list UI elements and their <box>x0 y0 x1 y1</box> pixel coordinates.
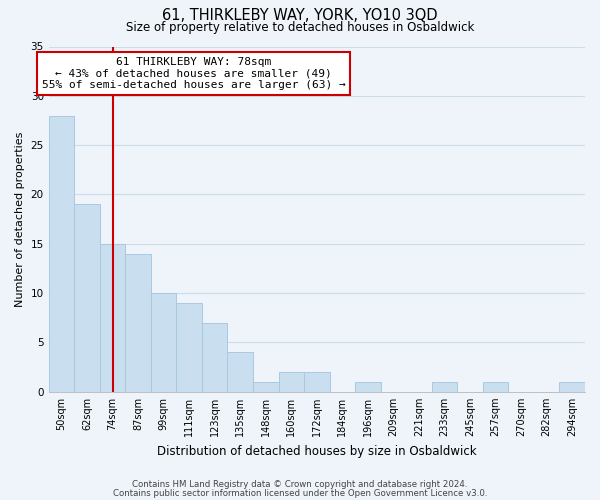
Bar <box>202 322 227 392</box>
Bar <box>74 204 100 392</box>
Bar <box>483 382 508 392</box>
Bar <box>227 352 253 392</box>
Bar <box>100 244 125 392</box>
X-axis label: Distribution of detached houses by size in Osbaldwick: Distribution of detached houses by size … <box>157 444 476 458</box>
Bar <box>125 254 151 392</box>
Text: 61 THIRKLEBY WAY: 78sqm
← 43% of detached houses are smaller (49)
55% of semi-de: 61 THIRKLEBY WAY: 78sqm ← 43% of detache… <box>41 57 346 90</box>
Bar <box>49 116 74 392</box>
Y-axis label: Number of detached properties: Number of detached properties <box>15 132 25 307</box>
Text: 61, THIRKLEBY WAY, YORK, YO10 3QD: 61, THIRKLEBY WAY, YORK, YO10 3QD <box>162 8 438 22</box>
Text: Size of property relative to detached houses in Osbaldwick: Size of property relative to detached ho… <box>126 21 474 34</box>
Bar <box>355 382 380 392</box>
Bar <box>151 293 176 392</box>
Bar <box>432 382 457 392</box>
Text: Contains HM Land Registry data © Crown copyright and database right 2024.: Contains HM Land Registry data © Crown c… <box>132 480 468 489</box>
Bar <box>253 382 278 392</box>
Bar <box>176 303 202 392</box>
Bar <box>278 372 304 392</box>
Text: Contains public sector information licensed under the Open Government Licence v3: Contains public sector information licen… <box>113 488 487 498</box>
Bar <box>304 372 329 392</box>
Bar <box>559 382 585 392</box>
